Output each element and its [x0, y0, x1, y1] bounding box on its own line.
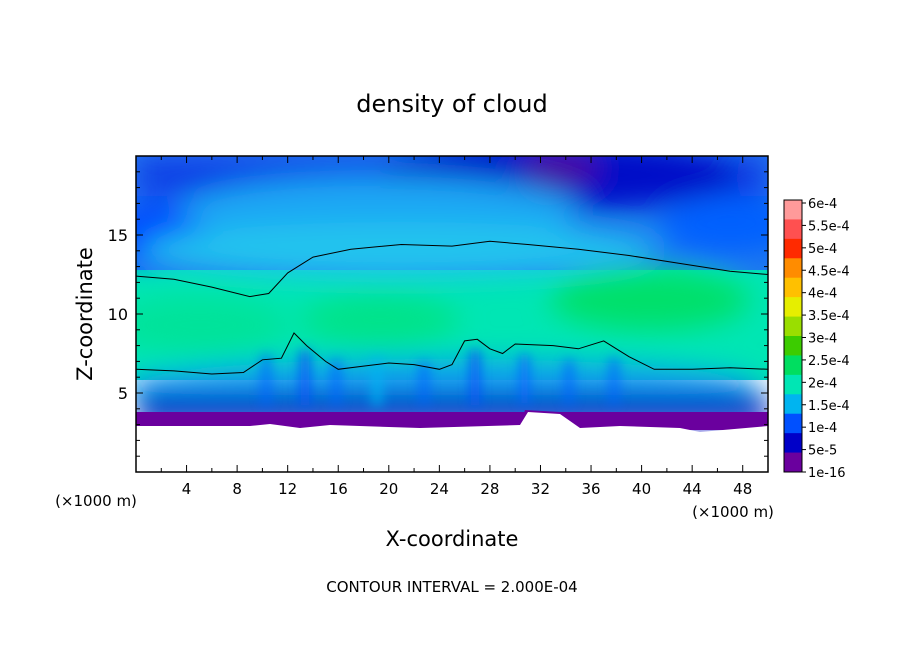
x-tick-label: 8	[232, 480, 242, 498]
x-tick-label: 20	[379, 480, 398, 498]
colorbar-swatch	[784, 200, 802, 220]
colorbar-label: 6e-4	[808, 197, 837, 212]
colorbar-swatch	[784, 452, 802, 473]
colorbar: 6e-4 5.5e-4 5e-4 4.5e-4 4e-4 3.5e-4 3e-4 2.5e-4…	[783, 197, 850, 481]
x-tick-label: 16	[329, 480, 348, 498]
colorbar-swatch	[784, 374, 802, 395]
contour-field	[136, 156, 768, 472]
colorbar-label: 1.5e-4	[808, 399, 850, 414]
contour-line-lower	[136, 332, 768, 375]
colorbar-label: 4.5e-4	[808, 264, 850, 279]
colorbar-swatch	[784, 355, 802, 376]
colorbar-label: 3e-4	[808, 332, 837, 347]
colorbar-swatch	[784, 394, 802, 415]
chart-title: density of cloud	[356, 90, 547, 118]
x-tick-label: 24	[430, 480, 449, 498]
y-tick-label: 5	[118, 384, 128, 403]
y-axis-label: Z-coordinate	[73, 247, 97, 381]
colorbar-frame	[783, 199, 803, 473]
x-tick-label: 48	[733, 480, 752, 498]
colorbar-swatch	[784, 316, 802, 337]
y-tick-label: 15	[108, 226, 128, 245]
x-tick-label: 28	[480, 480, 499, 498]
x-tick-label: 4	[182, 480, 192, 498]
x-axis-ticks: 4 8 12 16 20 24 28 32 36 40 44 48	[160, 156, 752, 498]
contour-lines	[136, 240, 768, 375]
x-tick-label: 36	[581, 480, 600, 498]
x-tick-label: 32	[531, 480, 550, 498]
y-axis-ticks: 5 10 15	[108, 171, 768, 457]
x-unit-label-right: (×1000 m)	[692, 503, 774, 521]
colorbar-swatch	[784, 336, 802, 356]
colorbar-swatch	[784, 238, 802, 259]
x-tick-label: 40	[632, 480, 651, 498]
colorbar-label: 5e-4	[808, 242, 837, 257]
x-tick-label: 12	[278, 480, 297, 498]
colorbar-swatch	[784, 433, 802, 454]
colorbar-swatch	[784, 413, 802, 434]
colorbar-label: 1e-16	[808, 466, 846, 481]
colorbar-swatch	[784, 277, 802, 298]
colorbar-label: 5.5e-4	[808, 219, 850, 234]
x-tick-label: 44	[683, 480, 702, 498]
colorbar-label: 1e-4	[808, 421, 837, 436]
contour-interval-note: CONTOUR INTERVAL = 2.000E-04	[326, 578, 577, 596]
y-tick-label: 10	[108, 305, 128, 324]
colorbar-label: 2e-4	[808, 376, 837, 391]
colorbar-label: 2.5e-4	[808, 354, 850, 369]
colorbar-label: 4e-4	[808, 287, 837, 302]
x-axis-label: X-coordinate	[386, 527, 519, 551]
colorbar-label: 5e-5	[808, 444, 837, 459]
x-unit-label-left: (×1000 m)	[55, 492, 137, 510]
colorbar-swatch	[784, 219, 802, 240]
contour-line-upper	[136, 240, 768, 298]
colorbar-swatch	[784, 258, 802, 279]
colorbar-label: 3.5e-4	[808, 309, 850, 324]
colorbar-swatch	[784, 297, 802, 318]
